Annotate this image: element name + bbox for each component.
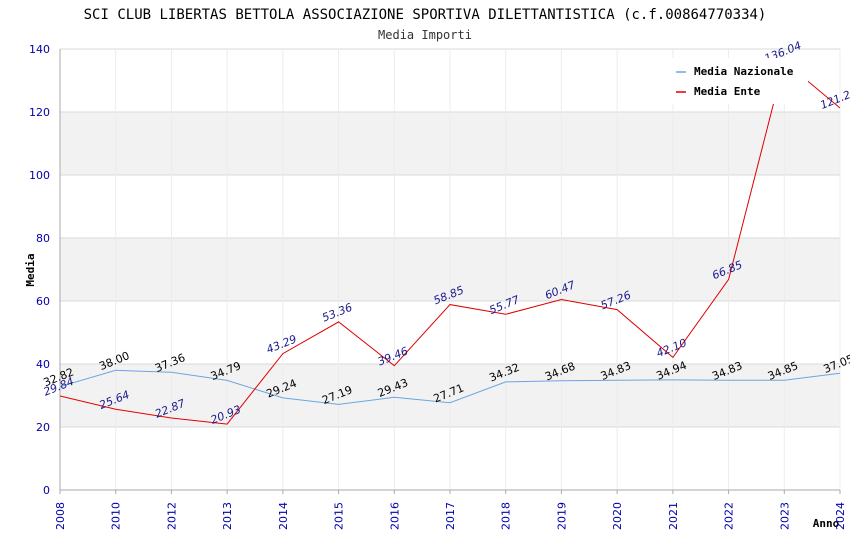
- y-tick-label: 20: [36, 421, 50, 434]
- chart-subtitle: Media Importi: [378, 28, 472, 42]
- y-tick-label: 100: [29, 169, 50, 182]
- legend-media-nazionale: Media Nazionale: [694, 65, 794, 78]
- x-tick-label: 2008: [54, 502, 67, 530]
- x-tick-label: 2014: [277, 502, 290, 530]
- x-tick-label: 2016: [388, 502, 401, 530]
- chart-title: SCI CLUB LIBERTAS BETTOLA ASSOCIAZIONE S…: [84, 7, 767, 23]
- axes: [59, 49, 841, 494]
- x-tick-label: 2017: [444, 502, 457, 530]
- x-tick-label: 2020: [611, 502, 624, 530]
- x-tick-label: 2018: [500, 502, 513, 530]
- y-tick-labels: 0 20 40 60 80 100 120 140: [29, 43, 50, 497]
- x-tick-label: 2019: [555, 502, 568, 530]
- x-tick-label: 2021: [667, 502, 680, 530]
- x-tick-label: 2024: [834, 502, 847, 530]
- x-tick-label: 2010: [110, 502, 123, 530]
- series-line-1: [60, 60, 840, 425]
- x-tick-label: 2015: [333, 502, 346, 530]
- y-axis-label: Media: [24, 253, 37, 286]
- y-tick-label: 40: [36, 358, 50, 371]
- y-tick-label: 120: [29, 106, 50, 119]
- data-label: 43.29: [265, 332, 299, 356]
- legend-background: [668, 58, 808, 104]
- x-tick-label: 2023: [778, 502, 791, 530]
- series-lines: [60, 60, 840, 425]
- series-line-0: [60, 369, 840, 405]
- y-tick-label: 0: [43, 484, 50, 497]
- data-label: 53.36: [320, 301, 354, 325]
- x-tick-label: 2022: [723, 502, 736, 530]
- data-label: 121.28: [818, 85, 850, 111]
- y-tick-label: 80: [36, 232, 50, 245]
- legend: Media Nazionale Media Ente: [668, 58, 808, 104]
- legend-media-ente: Media Ente: [694, 85, 761, 98]
- x-tick-label: 2013: [221, 502, 234, 530]
- y-tick-label: 60: [36, 295, 50, 308]
- x-axis-label: Anno: [813, 517, 840, 530]
- y-tick-label: 140: [29, 43, 50, 56]
- x-tick-label: 2012: [165, 502, 178, 530]
- x-tick-labels: 2008 2010 2012 2013 2014 2015 2016 2017 2018 2019…: [54, 502, 847, 530]
